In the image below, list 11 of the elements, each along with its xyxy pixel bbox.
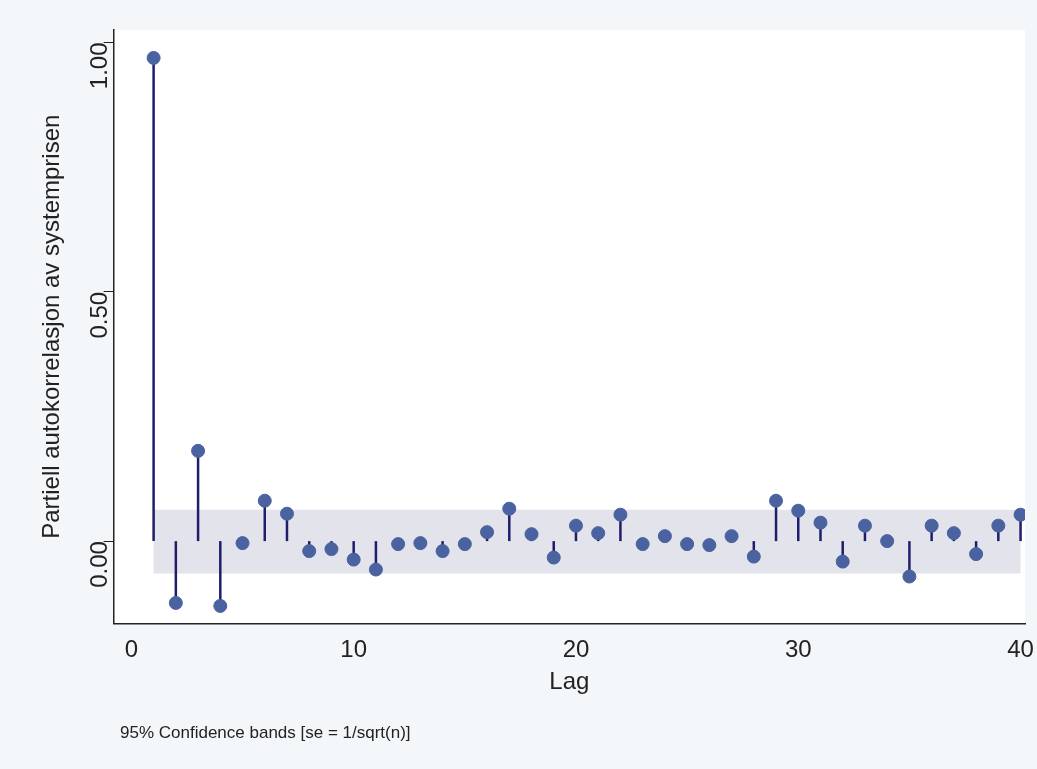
x-axis-title: Lag [549, 667, 590, 695]
text: 95% Confidence bands [se = 1/sqrt(n)] [120, 722, 411, 742]
x-tick-label: 10 [340, 635, 368, 663]
x-tick-label: 20 [562, 635, 590, 663]
y-tick-label: 0.50 [85, 291, 113, 339]
y-axis-title: Partiell autokorrelasjon av systemprisen [37, 114, 65, 539]
x-tick-label: 0 [124, 635, 139, 663]
y-tick-label: 0.00 [85, 541, 113, 588]
x-tick-label: 40 [1007, 635, 1034, 663]
y-tick-label: 1.00 [85, 42, 113, 90]
x-tick-label: 30 [784, 635, 812, 663]
